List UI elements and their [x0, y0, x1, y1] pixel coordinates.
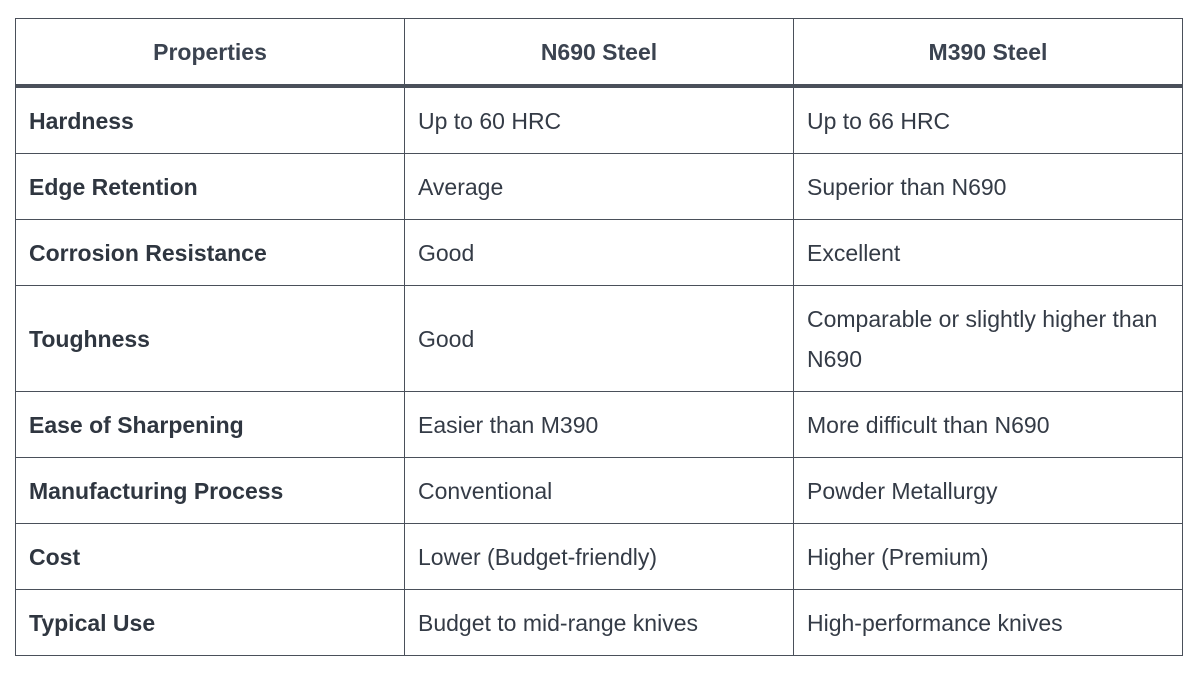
table-row-corrosion-resistance: Corrosion Resistance Good Excellent	[15, 219, 1183, 286]
m390-value-cell: Powder Metallurgy	[793, 457, 1183, 524]
n690-value-cell: Good	[404, 219, 794, 286]
m390-value-cell: Comparable or slightly higher than N690	[793, 285, 1183, 392]
property-cell: Hardness	[15, 85, 405, 154]
m390-value-cell: High-performance knives	[793, 589, 1183, 656]
n690-value-cell: Budget to mid-range knives	[404, 589, 794, 656]
header-m390-steel: M390 Steel	[793, 18, 1183, 88]
steel-comparison-table: Properties N690 Steel M390 Steel Hardnes…	[15, 18, 1183, 656]
m390-value-cell: Superior than N690	[793, 153, 1183, 220]
table-row-hardness: Hardness Up to 60 HRC Up to 66 HRC	[15, 85, 1183, 154]
n690-value-cell: Easier than M390	[404, 391, 794, 458]
table-row-toughness: Toughness Good Comparable or slightly hi…	[15, 285, 1183, 392]
n690-value-cell: Average	[404, 153, 794, 220]
table-header-row: Properties N690 Steel M390 Steel	[15, 18, 1183, 88]
m390-value-cell: Excellent	[793, 219, 1183, 286]
m390-value-cell: Up to 66 HRC	[793, 85, 1183, 154]
m390-value-cell: More difficult than N690	[793, 391, 1183, 458]
property-cell: Toughness	[15, 285, 405, 392]
header-properties: Properties	[15, 18, 405, 88]
table-row-edge-retention: Edge Retention Average Superior than N69…	[15, 153, 1183, 220]
comparison-table-container: Properties N690 Steel M390 Steel Hardnes…	[15, 18, 1183, 656]
property-cell: Manufacturing Process	[15, 457, 405, 524]
table-row-ease-of-sharpening: Ease of Sharpening Easier than M390 More…	[15, 391, 1183, 458]
property-cell: Typical Use	[15, 589, 405, 656]
property-cell: Corrosion Resistance	[15, 219, 405, 286]
m390-value-cell: Higher (Premium)	[793, 523, 1183, 590]
n690-value-cell: Up to 60 HRC	[404, 85, 794, 154]
table-row-cost: Cost Lower (Budget-friendly) Higher (Pre…	[15, 523, 1183, 590]
n690-value-cell: Good	[404, 285, 794, 392]
property-cell: Edge Retention	[15, 153, 405, 220]
table-row-typical-use: Typical Use Budget to mid-range knives H…	[15, 589, 1183, 656]
n690-value-cell: Lower (Budget-friendly)	[404, 523, 794, 590]
property-cell: Cost	[15, 523, 405, 590]
header-n690-steel: N690 Steel	[404, 18, 794, 88]
n690-value-cell: Conventional	[404, 457, 794, 524]
property-cell: Ease of Sharpening	[15, 391, 405, 458]
table-row-manufacturing-process: Manufacturing Process Conventional Powde…	[15, 457, 1183, 524]
